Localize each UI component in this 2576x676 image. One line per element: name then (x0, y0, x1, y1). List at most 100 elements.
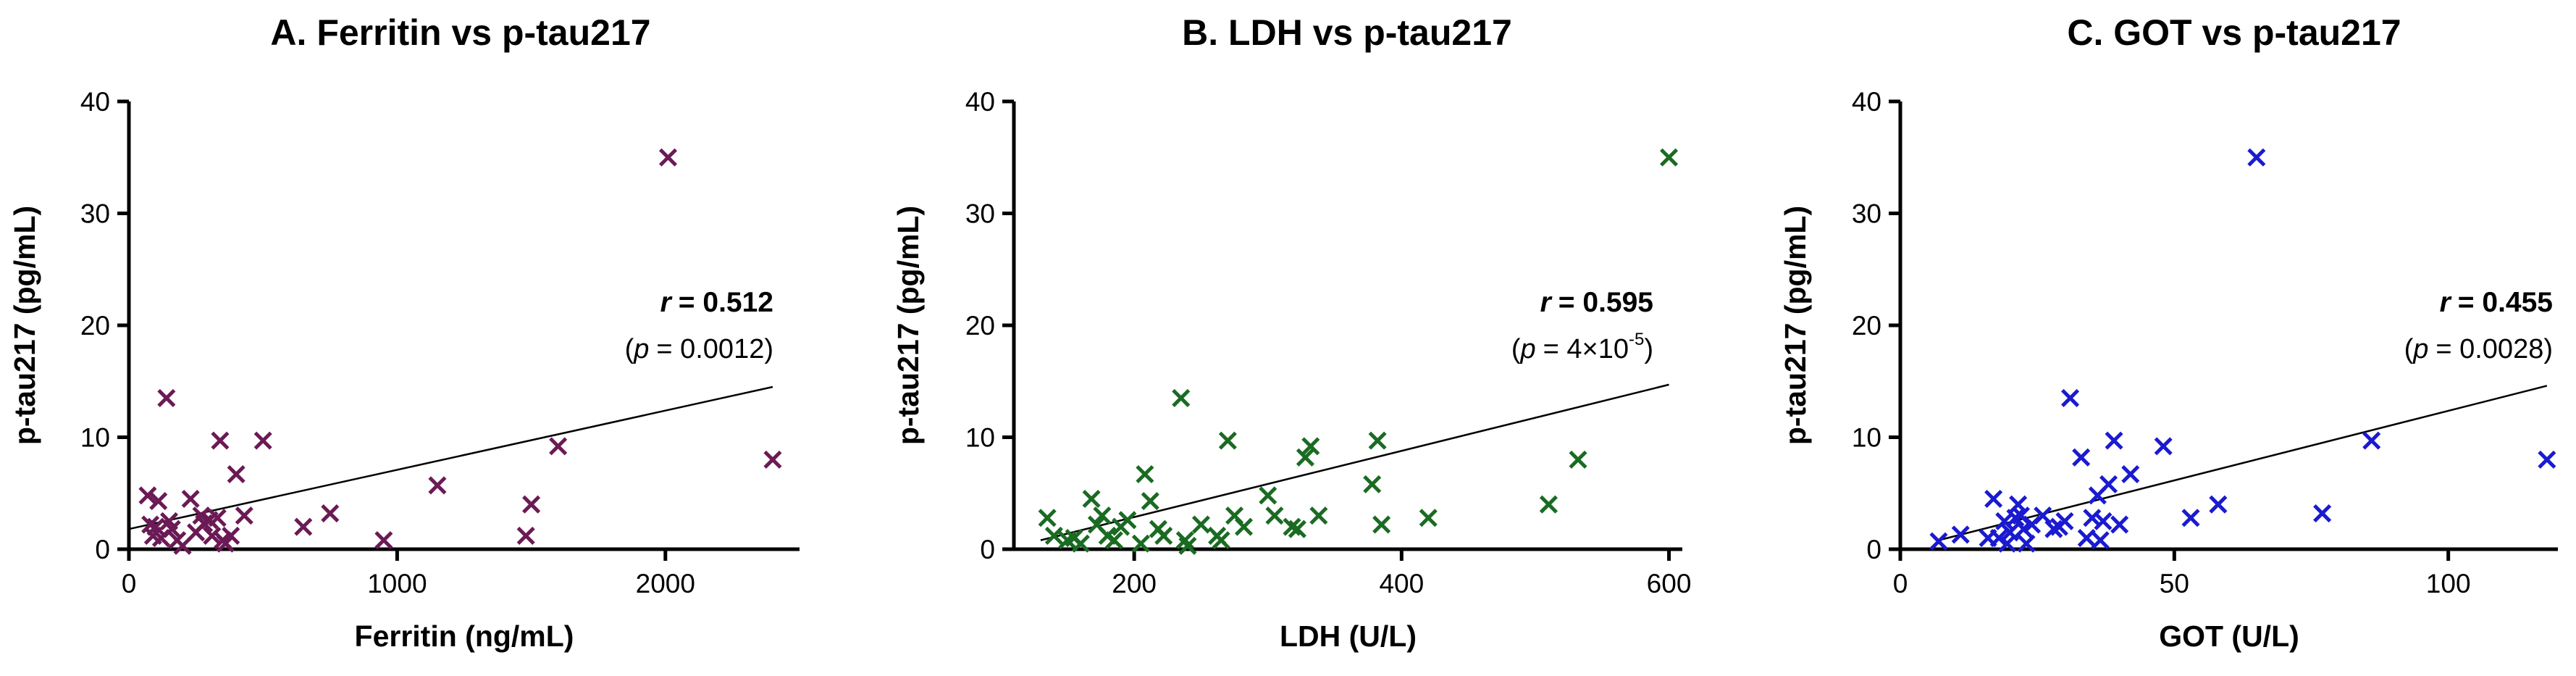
y-tick-label: 0 (95, 535, 110, 564)
data-point (1104, 531, 1123, 550)
data-point (1288, 519, 1306, 538)
data-point (146, 517, 165, 536)
data-point (2034, 506, 2052, 525)
data-point (211, 431, 230, 450)
data-point (294, 517, 313, 536)
data-point (1071, 534, 1090, 553)
p-value: (p = 0.0028) (2404, 334, 2553, 364)
y-tick-label: 40 (1852, 87, 1881, 117)
data-point (763, 450, 782, 469)
data-point (1372, 515, 1391, 534)
r-symbol: r (660, 287, 673, 318)
data-point (2110, 515, 2129, 534)
data-point (157, 388, 176, 407)
p-exponent: -5 (1629, 330, 1644, 349)
data-point (1539, 495, 1558, 514)
y-axis-label: p-tau217 (pg/mL) (891, 206, 925, 445)
regression-line (1938, 385, 2548, 541)
data-point (1178, 536, 1197, 555)
data-point (2091, 531, 2110, 550)
p-value-text: = 0.0012) (656, 334, 773, 364)
data-point (2014, 519, 2033, 538)
data-point (2313, 504, 2332, 523)
data-point (235, 506, 253, 525)
data-point (2181, 509, 2200, 527)
data-point (138, 486, 157, 505)
data-point (1172, 388, 1191, 407)
y-tick-label: 20 (1852, 311, 1881, 341)
x-tick-label: 600 (1647, 569, 1692, 598)
data-point (2077, 529, 2096, 548)
x-tick-label: 100 (2426, 569, 2471, 598)
data-point (1569, 450, 1587, 469)
data-point (1082, 489, 1101, 509)
panel-c: C. GOT vs p-tau217 0 10 20 30 40 0 50 100 GOT (U/… (1779, 12, 2558, 653)
data-point (1309, 506, 1328, 525)
data-point (1363, 475, 1382, 493)
p-symbol: p (633, 334, 649, 364)
data-point (162, 519, 181, 538)
data-point (1141, 492, 1159, 511)
data-point (1419, 509, 1438, 527)
data-point (2072, 448, 2091, 467)
y-tick-label: 40 (80, 87, 110, 117)
chart-title: C. GOT vs p-tau217 (2067, 12, 2401, 53)
data-point (374, 531, 393, 550)
data-point (1984, 489, 2003, 509)
data-point (1301, 437, 1320, 456)
data-point (2017, 534, 2036, 553)
data-point (181, 489, 200, 509)
data-point (1136, 464, 1154, 484)
y-tick-label: 30 (80, 199, 110, 229)
data-point (2121, 464, 2140, 484)
data-point (2094, 512, 2113, 530)
p-symbol: p (1520, 334, 1536, 364)
data-point (321, 504, 340, 523)
data-point (522, 495, 541, 514)
data-point (1234, 517, 1254, 536)
data-point (1191, 515, 1210, 534)
data-point (1951, 525, 1970, 544)
x-tick-label: 200 (1112, 569, 1157, 598)
data-point (2061, 388, 2080, 407)
p-value: (p = 4×10-5) (1511, 330, 1653, 364)
regression-line (1040, 383, 1669, 541)
r-value: = 0.455 (2458, 287, 2553, 318)
x-tick-label: 1000 (367, 569, 427, 598)
r-value: = 0.595 (1558, 287, 1653, 318)
p-close-paren: ) (1644, 334, 1653, 364)
data-point (1296, 448, 1314, 467)
data-point (2209, 495, 2228, 514)
data-point (149, 492, 168, 511)
data-point (2247, 148, 2266, 167)
data-point (1093, 506, 1112, 525)
regression-line (128, 385, 773, 530)
data-point (1368, 431, 1387, 450)
data-point (2154, 437, 2173, 456)
y-tick-label: 30 (1852, 199, 1881, 229)
x-tick-label: 400 (1379, 569, 1424, 598)
data-point (1929, 532, 1948, 551)
y-tick-label: 20 (965, 311, 995, 341)
data-point (2105, 431, 2123, 450)
data-point (658, 148, 678, 167)
data-point (2000, 523, 2019, 542)
y-tick-label: 10 (1852, 423, 1881, 453)
y-tick-label: 10 (80, 423, 110, 453)
p-value-text: = 0.0028) (2436, 334, 2553, 364)
y-axis-label: p-tau217 (pg/mL) (1779, 206, 1812, 445)
data-point (1212, 531, 1230, 550)
data-point (173, 536, 192, 555)
chart-title: B. LDH vs p-tau217 (1182, 12, 1512, 53)
x-axis-label: Ferritin (ng/mL) (355, 619, 574, 653)
chart-title: A. Ferritin vs p-tau217 (270, 12, 650, 53)
x-tick-label: 2000 (636, 569, 695, 598)
y-tick-label: 20 (80, 311, 110, 341)
data-point (1259, 486, 1277, 505)
r-statistic: r = 0.455 (2440, 287, 2553, 318)
y-tick-label: 40 (965, 87, 995, 117)
data-point (1118, 511, 1137, 530)
data-point (428, 476, 447, 495)
y-tick-label: 30 (965, 199, 995, 229)
